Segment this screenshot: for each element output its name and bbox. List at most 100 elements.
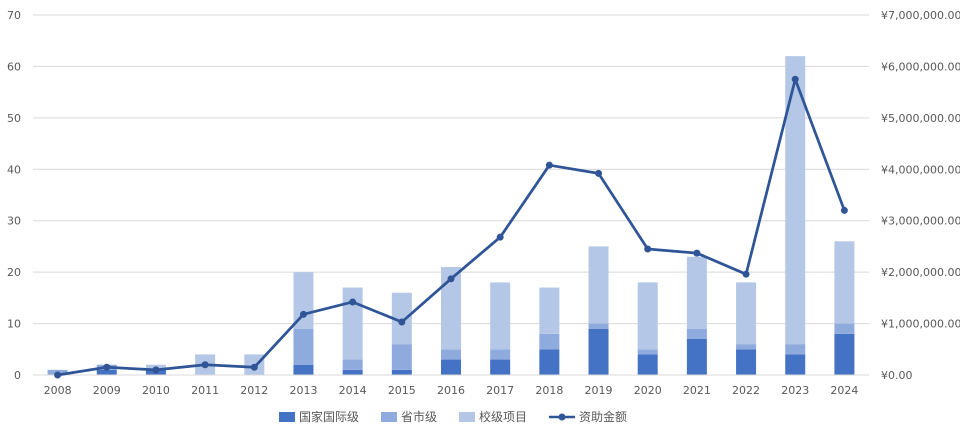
y-left-tick-label: 70 <box>7 9 21 22</box>
x-tick-label: 2019 <box>585 384 613 397</box>
line-point <box>250 363 258 371</box>
bar-segment-2 <box>293 328 314 365</box>
x-tick-label: 2016 <box>437 384 465 397</box>
line-point <box>496 233 504 241</box>
bar-segment-3 <box>785 56 806 345</box>
bar-segment-1 <box>785 354 806 375</box>
legend-line-marker <box>558 413 566 421</box>
y-right-tick-label: ¥4,000,000.00 <box>881 163 960 176</box>
legend-label: 校级项目 <box>479 409 527 424</box>
x-tick-label: 2018 <box>535 384 563 397</box>
bar-segment-1 <box>96 369 117 375</box>
bar-segment-3 <box>391 292 412 345</box>
x-tick-label: 2020 <box>634 384 662 397</box>
bar-segment-3 <box>588 246 609 324</box>
legend-swatch <box>279 412 295 422</box>
y-left-tick-label: 60 <box>7 60 21 73</box>
bar-segment-2 <box>686 328 707 339</box>
y-left-tick-label: 30 <box>7 215 21 228</box>
line-point <box>54 371 62 379</box>
line-point <box>742 270 750 278</box>
bar-segment-1 <box>490 359 511 375</box>
bar-segment-2 <box>785 344 806 355</box>
line-point <box>349 298 357 306</box>
bar-segment-3 <box>637 282 658 350</box>
legend: 国家国际级 省市级 校级项目 资助金额 <box>279 409 627 424</box>
bar-segment-3 <box>539 287 560 334</box>
bar-segment-1 <box>391 369 412 375</box>
bar-series <box>47 56 855 375</box>
legend-label: 省市级 <box>401 409 437 424</box>
bar-segment-1 <box>736 349 757 375</box>
line-point <box>398 318 406 326</box>
bar-segment-1 <box>686 339 707 375</box>
legend-swatch <box>459 412 475 422</box>
bar-segment-2 <box>736 344 757 350</box>
bar-segment-1 <box>293 364 314 375</box>
y-right-tick-label: ¥2,000,000.00 <box>881 266 960 279</box>
line-series <box>54 75 848 379</box>
line-point <box>545 161 553 169</box>
x-tick-label: 2010 <box>142 384 170 397</box>
bar-segment-2 <box>539 333 560 350</box>
line-point <box>595 169 603 177</box>
y-left-tick-label: 20 <box>7 266 21 279</box>
gridlines <box>33 14 869 325</box>
bar-segment-1 <box>637 354 658 375</box>
y-right-tick-label: ¥7,000,000.00 <box>881 9 960 22</box>
bar-segment-2 <box>490 349 511 360</box>
legend-label: 资助金额 <box>579 409 627 424</box>
bar-segment-2 <box>834 323 855 334</box>
line-point <box>693 249 701 257</box>
bar-segment-2 <box>391 344 412 370</box>
x-tick-label: 2021 <box>683 384 711 397</box>
line-point <box>840 206 848 214</box>
bar-segment-3 <box>686 256 707 329</box>
x-tick-label: 2009 <box>93 384 121 397</box>
x-tick-label: 2017 <box>486 384 514 397</box>
x-tick-label: 2013 <box>289 384 317 397</box>
line-point <box>644 245 652 253</box>
bar-segment-1 <box>441 359 461 375</box>
line-point <box>152 366 160 374</box>
legend-swatch <box>381 412 397 422</box>
x-tick-label: 2008 <box>44 384 72 397</box>
line-point <box>791 75 799 83</box>
y-left-tick-label: 10 <box>7 318 21 331</box>
bar-segment-1 <box>539 349 560 375</box>
y-right-tick-label: ¥6,000,000.00 <box>881 60 960 73</box>
x-tick-label: 2022 <box>732 384 760 397</box>
y-left-tick-label: 40 <box>7 163 21 176</box>
bar-segment-2 <box>637 349 658 355</box>
y-left-tick-label: 50 <box>7 112 21 125</box>
y-left-tick-label: 0 <box>14 369 21 382</box>
x-tick-label: 2014 <box>339 384 367 397</box>
bar-segment-1 <box>588 328 609 375</box>
line-point <box>447 275 455 283</box>
axes: 0 ¥0.00 10 ¥1,000,000.00 20 ¥2,000,000.00 30 ¥3… <box>7 9 960 397</box>
x-tick-label: 2015 <box>388 384 416 397</box>
line-point <box>103 363 111 371</box>
bar-segment-2 <box>588 323 609 329</box>
legend-label: 国家国际级 <box>299 409 359 424</box>
bar-segment-3 <box>834 241 855 324</box>
x-tick-label: 2023 <box>781 384 809 397</box>
x-tick-label: 2012 <box>240 384 268 397</box>
x-tick-label: 2024 <box>830 384 858 397</box>
y-right-tick-label: ¥3,000,000.00 <box>881 215 960 228</box>
bar-segment-3 <box>736 282 757 345</box>
bar-segment-1 <box>342 369 363 375</box>
bar-segment-3 <box>342 287 363 360</box>
x-tick-label: 2011 <box>191 384 219 397</box>
y-right-tick-label: ¥5,000,000.00 <box>881 112 960 125</box>
bar-segment-2 <box>342 359 363 370</box>
bar-segment-2 <box>441 349 461 360</box>
y-right-tick-label: ¥1,000,000.00 <box>881 318 960 331</box>
line-point <box>299 310 307 318</box>
line-point <box>201 361 209 369</box>
y-right-tick-label: ¥0.00 <box>881 369 913 382</box>
bar-segment-1 <box>834 333 855 375</box>
bar-segment-3 <box>490 282 511 350</box>
